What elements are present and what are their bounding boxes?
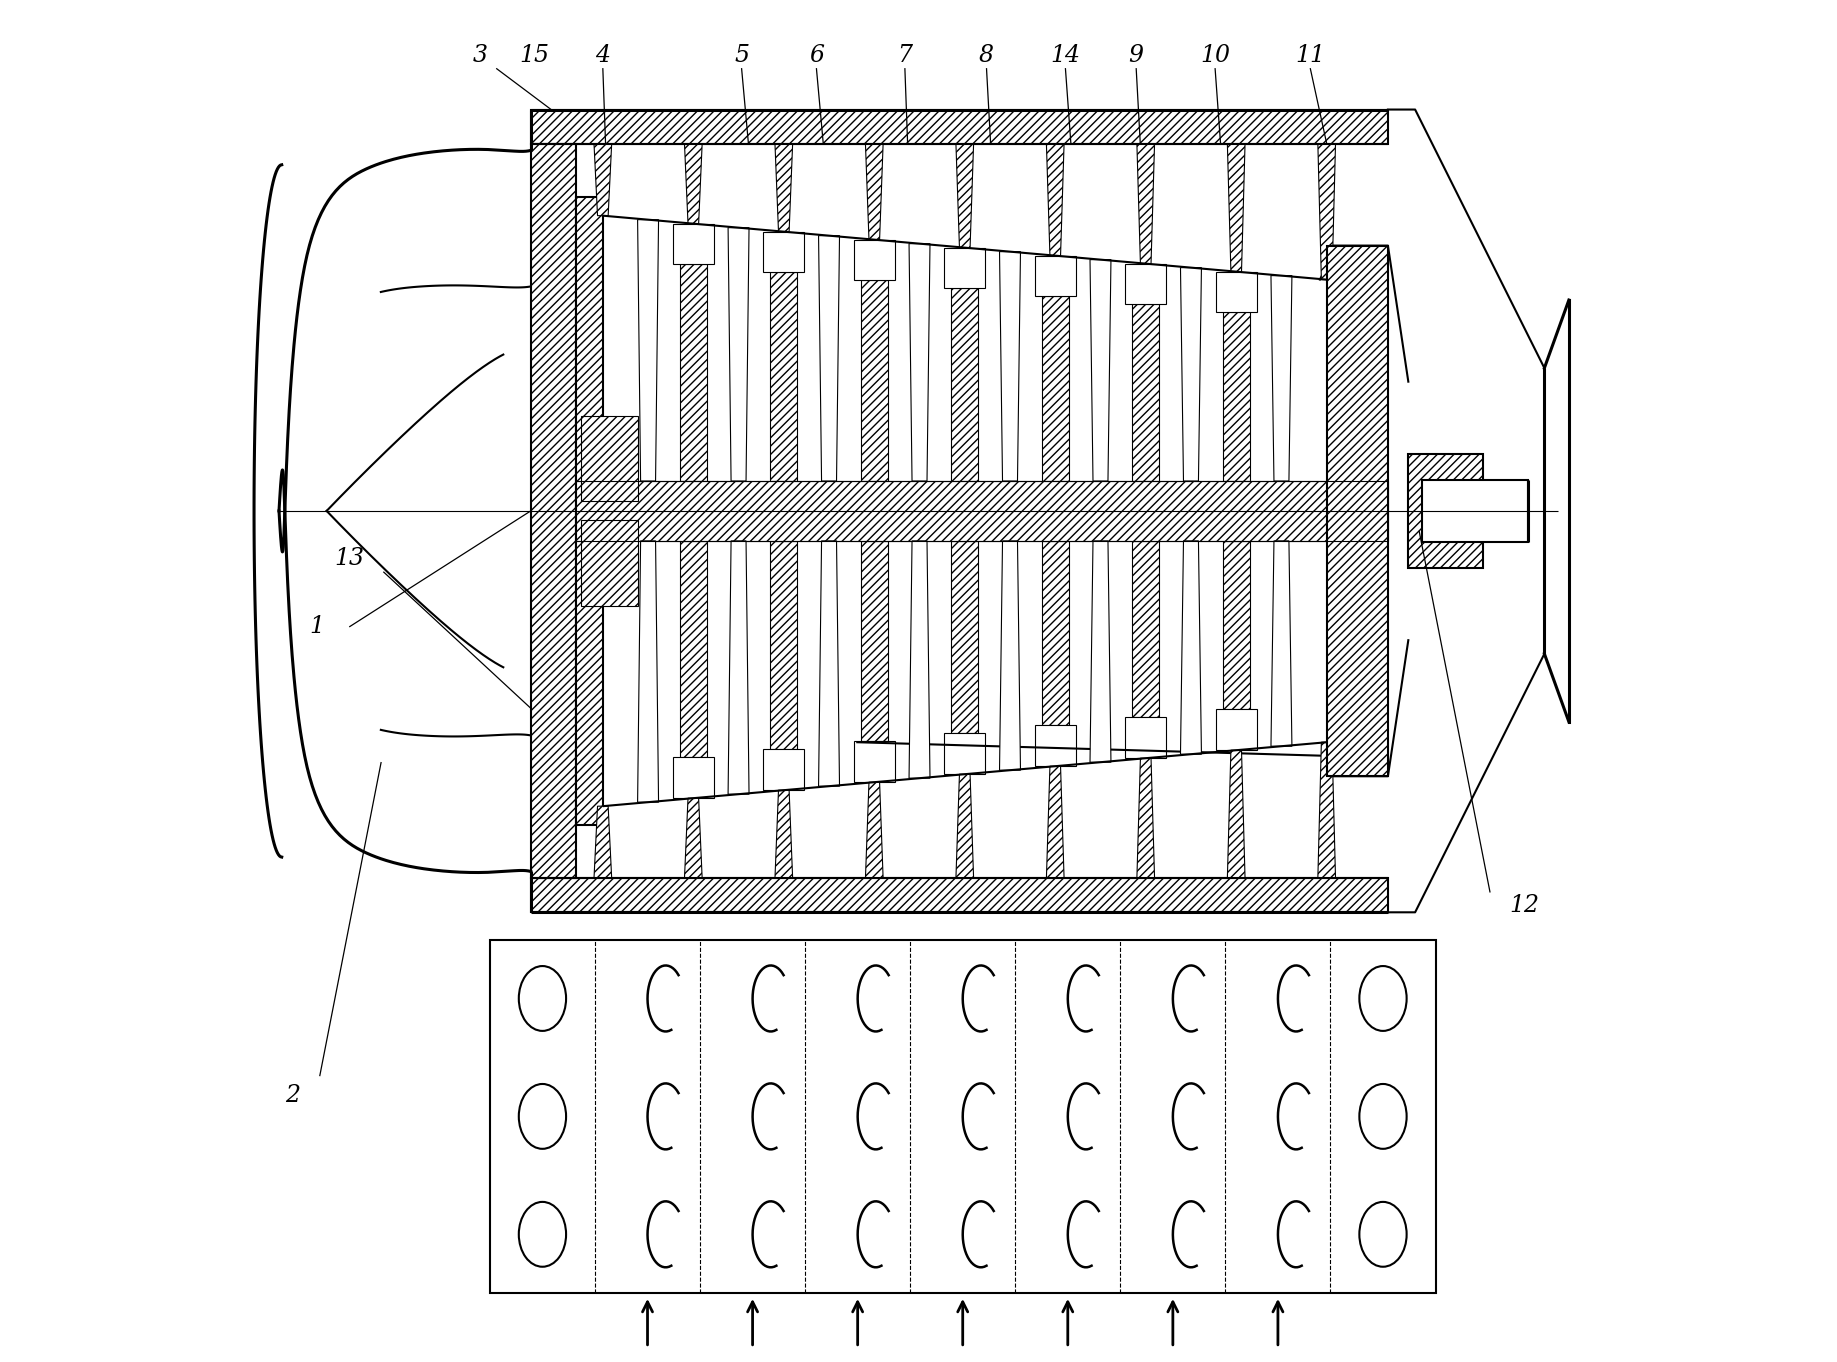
Polygon shape bbox=[1317, 143, 1335, 279]
Bar bbox=[580, 520, 637, 606]
Bar bbox=[1042, 541, 1069, 726]
Text: 10: 10 bbox=[1200, 44, 1231, 67]
Bar bbox=[580, 415, 637, 501]
Polygon shape bbox=[1227, 143, 1245, 271]
Bar bbox=[1034, 726, 1076, 767]
Bar bbox=[1216, 710, 1257, 750]
Polygon shape bbox=[1137, 143, 1155, 264]
Bar bbox=[490, 940, 1435, 1294]
Polygon shape bbox=[727, 227, 749, 481]
Bar bbox=[764, 749, 805, 790]
Bar bbox=[854, 240, 895, 281]
Ellipse shape bbox=[1359, 1201, 1407, 1267]
Polygon shape bbox=[593, 143, 612, 215]
Bar bbox=[1409, 454, 1482, 568]
Bar bbox=[531, 109, 1389, 143]
Text: 2: 2 bbox=[285, 1084, 299, 1107]
Polygon shape bbox=[593, 806, 612, 878]
Polygon shape bbox=[955, 143, 974, 248]
Polygon shape bbox=[819, 236, 840, 481]
Polygon shape bbox=[865, 143, 884, 240]
Polygon shape bbox=[909, 541, 930, 778]
Bar bbox=[1126, 264, 1166, 305]
Text: 13: 13 bbox=[334, 548, 366, 571]
Bar bbox=[1326, 245, 1389, 776]
Polygon shape bbox=[1089, 260, 1111, 481]
Bar bbox=[854, 741, 895, 782]
Text: 12: 12 bbox=[1508, 893, 1539, 917]
Bar bbox=[952, 289, 979, 481]
Text: 1: 1 bbox=[310, 616, 325, 637]
Polygon shape bbox=[775, 790, 792, 878]
Ellipse shape bbox=[518, 966, 566, 1031]
Bar bbox=[672, 223, 715, 264]
Polygon shape bbox=[999, 252, 1021, 481]
Bar bbox=[770, 541, 797, 749]
Polygon shape bbox=[685, 143, 702, 223]
Polygon shape bbox=[685, 798, 702, 878]
Bar bbox=[944, 248, 985, 289]
Text: 7: 7 bbox=[898, 44, 913, 67]
Text: 14: 14 bbox=[1051, 44, 1080, 67]
Polygon shape bbox=[909, 244, 930, 481]
Polygon shape bbox=[1047, 767, 1064, 878]
Bar bbox=[680, 541, 707, 757]
Bar bbox=[764, 232, 805, 272]
Bar bbox=[575, 481, 1389, 541]
Bar bbox=[1223, 541, 1249, 710]
Bar bbox=[575, 196, 603, 825]
Bar bbox=[1042, 297, 1069, 481]
Polygon shape bbox=[1181, 541, 1201, 755]
Bar bbox=[1132, 541, 1159, 718]
Bar bbox=[944, 733, 985, 774]
Polygon shape bbox=[1089, 541, 1111, 763]
Polygon shape bbox=[727, 541, 749, 794]
Polygon shape bbox=[637, 219, 658, 481]
Polygon shape bbox=[1181, 267, 1201, 481]
Ellipse shape bbox=[1359, 1084, 1407, 1148]
Bar bbox=[1223, 312, 1249, 481]
Bar bbox=[1132, 305, 1159, 481]
Bar bbox=[770, 272, 797, 481]
Bar bbox=[1034, 256, 1076, 297]
Polygon shape bbox=[775, 143, 792, 232]
Text: 15: 15 bbox=[520, 44, 549, 67]
Bar bbox=[1126, 718, 1166, 759]
Ellipse shape bbox=[518, 1084, 566, 1148]
Text: 9: 9 bbox=[1128, 44, 1144, 67]
Bar bbox=[1216, 271, 1257, 312]
Polygon shape bbox=[1137, 759, 1155, 878]
Text: 5: 5 bbox=[735, 44, 749, 67]
Bar bbox=[862, 541, 887, 741]
Bar bbox=[531, 143, 575, 878]
Bar bbox=[952, 541, 979, 733]
Polygon shape bbox=[999, 541, 1021, 770]
Ellipse shape bbox=[518, 1201, 566, 1267]
Text: 6: 6 bbox=[808, 44, 825, 67]
Ellipse shape bbox=[1359, 966, 1407, 1031]
Polygon shape bbox=[865, 782, 884, 878]
Bar bbox=[680, 264, 707, 481]
Bar bbox=[1422, 479, 1528, 542]
Bar bbox=[672, 757, 715, 798]
Polygon shape bbox=[637, 541, 658, 802]
Text: 11: 11 bbox=[1295, 44, 1324, 67]
Bar bbox=[862, 281, 887, 481]
Text: 4: 4 bbox=[595, 44, 610, 67]
Text: 8: 8 bbox=[979, 44, 994, 67]
Polygon shape bbox=[1317, 742, 1335, 878]
Polygon shape bbox=[955, 774, 974, 878]
Polygon shape bbox=[1271, 541, 1291, 746]
Polygon shape bbox=[1227, 750, 1245, 878]
Polygon shape bbox=[1271, 275, 1291, 481]
Bar bbox=[531, 878, 1389, 913]
Polygon shape bbox=[819, 541, 840, 786]
Polygon shape bbox=[1047, 143, 1064, 256]
Text: 3: 3 bbox=[472, 44, 489, 67]
